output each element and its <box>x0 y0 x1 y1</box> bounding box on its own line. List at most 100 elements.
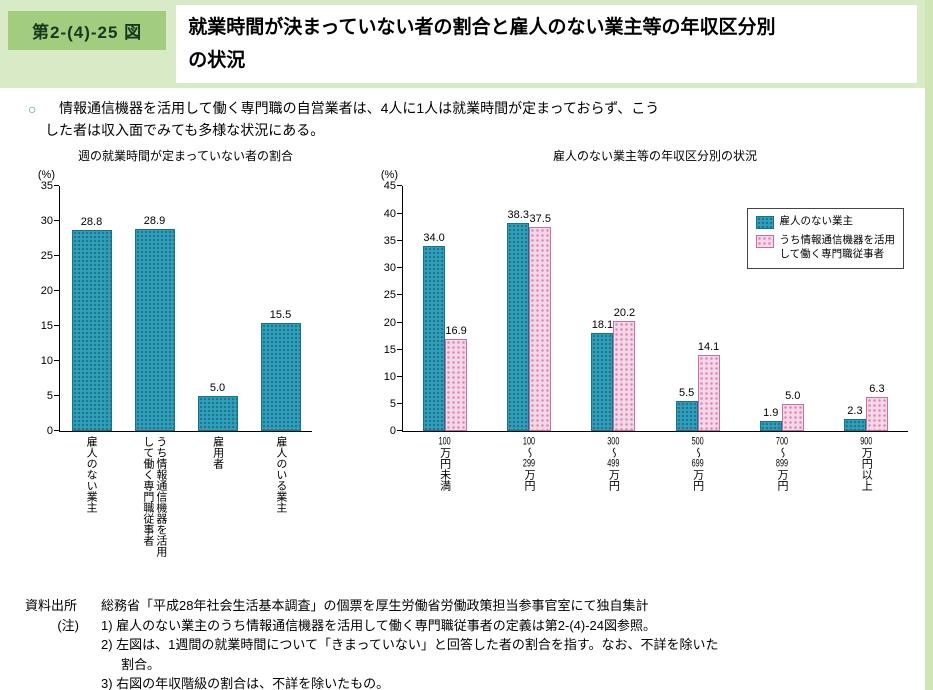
left-chart-grid: (%) 0 5 10 15 20 25 30 35 28.8 28.9 5.0 15.5 雇人のない… <box>25 168 312 582</box>
bar-group-slot: 18.1 20.2 <box>571 186 655 432</box>
y-axis-tick-mark <box>54 185 59 187</box>
bar-value-label: 5.0 <box>209 382 226 395</box>
right-chart: 雇人のない業主等の年収区分別の状況 (%) 0 5 10 15 20 25 30 35 40 45… <box>368 147 908 582</box>
y-axis-tick-label: 10 <box>383 370 396 383</box>
bar-group-slot: 1.9 5.0 <box>740 186 824 432</box>
category-label: 100〜299万円 <box>522 436 536 492</box>
y-axis-tick-label: 15 <box>40 320 53 333</box>
bar-slot: 28.9 <box>123 186 186 432</box>
bar: 34.0 <box>423 232 446 432</box>
notes-label: (注) <box>57 617 79 633</box>
category-cell: 100万円未満 <box>402 432 486 532</box>
y-axis-tick-mark <box>397 375 402 377</box>
y-axis-tick-label: 25 <box>383 289 396 302</box>
bar: 28.9 <box>134 215 175 432</box>
bar: 37.5 <box>529 213 552 432</box>
category-label: 雇用者 <box>211 436 224 470</box>
category-label: 雇人のいる業主 <box>274 436 287 514</box>
category-cell: 100〜299万円 <box>486 432 570 532</box>
legend-swatch-pink <box>755 235 774 249</box>
y-axis-tick-label: 25 <box>40 250 53 263</box>
notes-row: (注) 1) 雇人のない業主のうち情報通信機器を活用して働く専門職従事者の定義は… <box>25 616 933 690</box>
bar: 6.3 <box>865 383 888 432</box>
category-cell: 雇用者 <box>186 432 249 582</box>
category-label: 500〜699万円 <box>691 436 704 492</box>
category-label: 300〜499万円 <box>607 436 620 492</box>
y-axis-tick-mark <box>397 321 402 323</box>
note-item: 2) 左図は、1週間の就業時間について「きまっていない」と回答した者の割合を指す… <box>101 637 719 672</box>
category-cell: 雇人のいる業主 <box>249 432 312 582</box>
source-text: 総務省「平成28年社会生活基本調査」の個票を厚生労働省労働政策担当参事官室にて独… <box>101 598 649 614</box>
y-axis-tick-mark <box>54 255 59 257</box>
bar-slot: 28.8 <box>60 186 123 432</box>
figure-number-badge: 第2-(4)-25 図 <box>8 11 167 50</box>
bar-slot: 5.0 <box>186 186 249 432</box>
category-cell: 500〜699万円 <box>655 432 739 532</box>
bar-value-label: 5.0 <box>785 390 801 403</box>
y-axis-tick-mark <box>54 220 59 222</box>
y-axis-tick-label: 35 <box>40 180 53 193</box>
y-axis-tick-mark <box>397 403 402 405</box>
y-axis-tick-mark <box>397 430 402 432</box>
bar: 18.1 <box>591 319 614 432</box>
bar-value-label: 6.3 <box>869 383 885 396</box>
y-axis-tick-label: 10 <box>40 355 53 368</box>
y-axis-tick-label: 20 <box>383 316 396 329</box>
bar-value-label: 16.9 <box>445 325 467 338</box>
left-chart-plot: 28.8 28.9 5.0 15.5 <box>54 185 312 433</box>
bar: 5.0 <box>781 390 804 432</box>
bar-group-slot: 5.5 14.1 <box>656 186 740 432</box>
y-axis-tick-label: 5 <box>389 398 396 411</box>
bar-pair: 5.5 14.1 <box>675 186 720 432</box>
bar-pair: 18.1 20.2 <box>591 186 636 432</box>
source-label: 資料出所 <box>25 598 78 614</box>
y-axis-tick-label: 15 <box>383 343 396 356</box>
bar: 2.3 <box>843 405 866 432</box>
legend-label: 雇人のない業主 <box>779 215 854 228</box>
y-axis-tick-mark <box>397 267 402 269</box>
bar-value-label: 18.1 <box>591 318 614 331</box>
category-cell: 700〜899万円 <box>739 432 823 532</box>
bar-pair: 34.0 16.9 <box>423 186 468 432</box>
y-axis-tick-mark <box>54 395 59 397</box>
y-axis-tick-mark <box>54 290 59 292</box>
bar-value-label: 34.0 <box>423 232 445 245</box>
category-label: 700〜899万円 <box>775 436 789 492</box>
y-axis-tick-mark <box>54 360 59 362</box>
y-axis-tick-label: 30 <box>383 262 396 275</box>
right-chart-grid: (%) 0 5 10 15 20 25 30 35 40 45 雇人のない業主 うち情報通信機器を… <box>368 168 908 532</box>
left-chart-plot-column: 28.8 28.9 5.0 15.5 雇人のない業主 うち情報通信機器を活用 して働く専… <box>54 185 312 582</box>
category-label: 雇人のない業主 <box>85 436 98 514</box>
right-chart-title: 雇人のない業主等の年収区分別の状況 <box>552 149 757 164</box>
y-axis-tick-mark <box>54 325 59 327</box>
category-label: 900万円以上 <box>860 436 873 492</box>
figure-title: 就業時間が決まっていない者の割合と雇人のない業主等の年収区分別 の状況 <box>176 5 917 83</box>
category-label: 100万円未満 <box>438 436 451 492</box>
bar: 16.9 <box>445 325 468 432</box>
bar: 28.8 <box>71 216 112 432</box>
bar: 20.2 <box>613 307 636 432</box>
right-edge-stripe <box>925 0 933 690</box>
bar-value-label: 28.9 <box>143 215 166 228</box>
bar: 38.3 <box>507 209 530 432</box>
legend-item-ict-professionals: うち情報通信機器を活用 して働く専門職従事者 <box>755 234 895 261</box>
left-chart-categories: 雇人のない業主 うち情報通信機器を活用 して働く専門職従事者 雇用者 雇人のいる業主 <box>59 432 312 582</box>
notes-section: 資料出所 総務省「平成28年社会生活基本調査」の個票を厚生労働省労働政策担当参事… <box>25 596 933 690</box>
bar-value-label: 14.1 <box>697 340 720 353</box>
left-chart: 週の就業時間が定まっていない者の割合 (%) 0 5 10 15 20 25 30 35 28… <box>25 147 312 582</box>
figure-header: 第2-(4)-25 図 就業時間が決まっていない者の割合と雇人のない業主等の年収… <box>0 0 933 88</box>
right-chart-plot: 雇人のない業主 うち情報通信機器を活用 して働く専門職従事者 34.0 16.9 3… <box>397 185 908 433</box>
y-axis-tick-mark <box>397 185 402 187</box>
y-axis-tick-label: 35 <box>383 234 396 247</box>
left-chart-y-axis: (%) 0 5 10 15 20 25 30 35 <box>25 169 59 437</box>
bar-value-label: 5.5 <box>678 387 695 400</box>
y-axis-tick-mark <box>397 212 402 214</box>
y-axis-tick-mark <box>397 239 402 241</box>
right-chart-plot-column: 雇人のない業主 うち情報通信機器を活用 して働く専門職従事者 34.0 16.9 3… <box>397 185 908 532</box>
source-row: 資料出所 総務省「平成28年社会生活基本調査」の個票を厚生労働省労働政策担当参事… <box>25 596 933 616</box>
right-chart-unit-label: (%) <box>380 169 398 182</box>
category-cell: うち情報通信機器を活用 して働く専門職従事者 <box>122 432 185 582</box>
y-axis-tick-label: 5 <box>46 390 53 403</box>
bar-slot: 15.5 <box>249 186 312 432</box>
